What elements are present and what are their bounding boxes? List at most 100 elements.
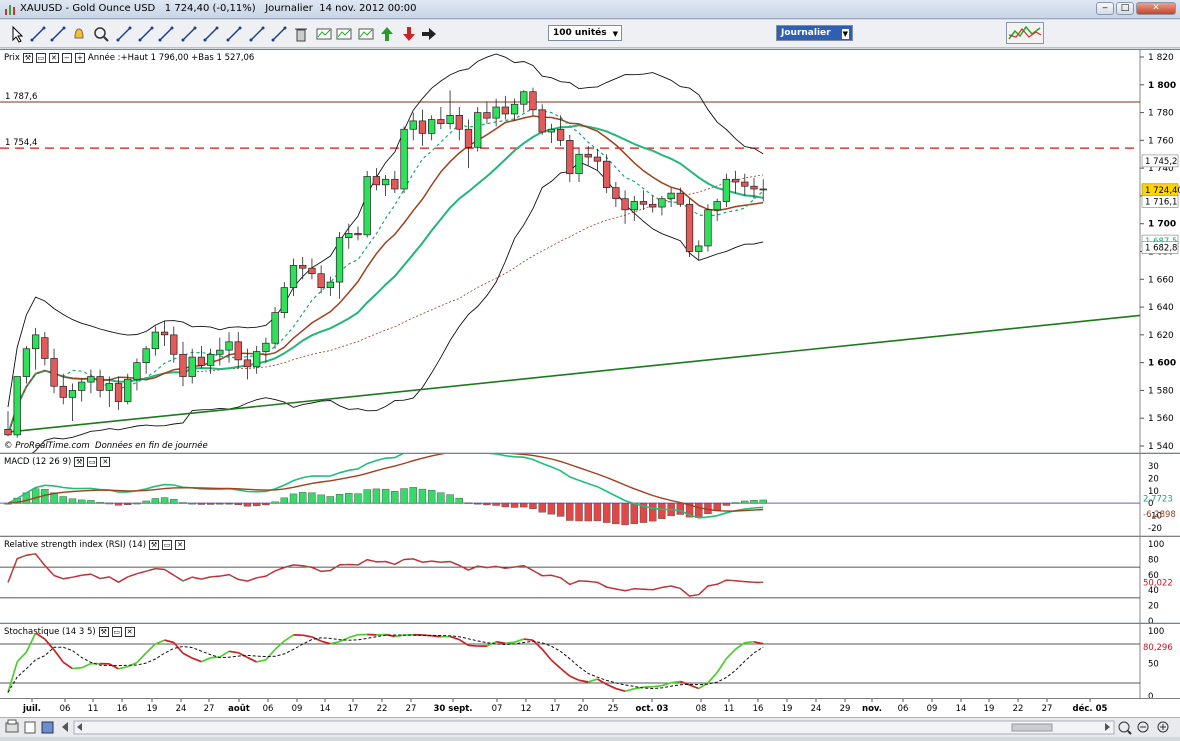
title-bar: XAUUSD - Gold Ounce USD 1 724,40 (-0,11%… <box>0 0 1180 19</box>
candle-body <box>594 157 601 161</box>
candle-body <box>345 233 352 237</box>
candle-body <box>585 154 592 157</box>
candle-body <box>603 161 610 187</box>
close-button[interactable]: ✕ <box>1136 2 1176 15</box>
print-icon[interactable] <box>6 720 18 732</box>
candle <box>732 171 739 193</box>
up-arrow-icon[interactable] <box>378 25 396 43</box>
zoom-out-icon[interactable] <box>1138 722 1148 732</box>
down-arrow-icon[interactable] <box>400 25 418 43</box>
macd-histogram-bar <box>216 503 223 504</box>
macd-histogram-bar <box>428 490 435 503</box>
stoch-k-segment <box>183 653 192 658</box>
x-tick-label: 12 <box>521 704 532 714</box>
y-tick-label: 30 <box>1148 462 1159 472</box>
macd-histogram-bar <box>511 503 518 507</box>
x-tick-label: 22 <box>1013 704 1024 714</box>
stoch-k-segment <box>146 644 155 653</box>
units-select[interactable]: 100 unités▼ <box>548 25 622 41</box>
indicator-button[interactable] <box>1006 22 1044 44</box>
macd-histogram-bar <box>97 502 104 503</box>
candle-body <box>78 382 85 390</box>
y-tick-label: 80 <box>1148 555 1159 565</box>
candle <box>594 149 601 171</box>
candle-body <box>474 113 481 148</box>
candle <box>78 379 85 401</box>
minimize-button[interactable]: ‒ <box>1096 2 1114 15</box>
y-tick-label: 1 580 <box>1148 386 1174 396</box>
copy-icon[interactable] <box>25 722 35 733</box>
back-icon[interactable] <box>62 722 68 732</box>
candle <box>32 328 39 370</box>
candle-body <box>327 282 334 288</box>
x-tick-label: 17 <box>550 704 561 714</box>
ellipse-icon[interactable] <box>357 25 375 43</box>
scroll-track[interactable] <box>74 721 1114 734</box>
stoch-k-segment <box>671 681 680 682</box>
ray-icon[interactable] <box>137 25 155 43</box>
channel-icon[interactable] <box>157 25 175 43</box>
period-select-value: Journalier <box>781 28 831 38</box>
candle-body <box>217 350 224 354</box>
macd-histogram-bar <box>677 503 684 514</box>
x-tick-label: 24 <box>811 704 822 714</box>
x-tick-label: 11 <box>88 704 99 714</box>
candle <box>355 226 362 240</box>
x-tick-label: nov. <box>862 704 882 714</box>
right-arrow-icon[interactable] <box>420 25 438 43</box>
scroll-thumb[interactable] <box>1012 724 1052 731</box>
candle-body <box>576 154 583 173</box>
y-tick-label: 1 540 <box>1148 442 1174 452</box>
candle-body <box>272 313 279 344</box>
macd-histogram-bar <box>566 503 573 520</box>
y-tick-label: 1 620 <box>1148 331 1174 341</box>
tools-icon[interactable] <box>270 25 288 43</box>
bell-icon[interactable] <box>70 25 88 43</box>
macd-histogram-bar <box>391 491 398 503</box>
macd-histogram-bar <box>272 502 279 503</box>
candle-body <box>456 115 463 129</box>
pitchfork-icon[interactable] <box>202 25 220 43</box>
maximize-button[interactable]: □ <box>1116 2 1134 15</box>
macd-histogram-bar <box>106 503 113 504</box>
candle-body <box>557 129 564 140</box>
wave-icon[interactable] <box>315 25 333 43</box>
stoch-k-segment <box>284 635 293 641</box>
zoom-in-icon[interactable] <box>1158 722 1168 732</box>
fibonacci-icon[interactable] <box>180 25 198 43</box>
fan-icon[interactable] <box>225 25 243 43</box>
x-tick-label: 16 <box>117 704 128 714</box>
bollinger-upper-line <box>8 54 763 407</box>
period-select[interactable]: Journalier ▼ <box>776 25 853 41</box>
candle-body <box>14 377 21 435</box>
zoom-icon[interactable] <box>92 25 110 43</box>
stoch-k-segment <box>128 663 137 667</box>
save-icon[interactable] <box>42 722 53 733</box>
macd-histogram-bar <box>741 501 748 503</box>
line-icon[interactable] <box>115 25 133 43</box>
stoch-k-segment <box>109 664 118 669</box>
stoch-k-segment <box>542 649 551 660</box>
candle-body <box>207 354 214 365</box>
stoch-k-segment <box>690 685 699 688</box>
rect-icon[interactable] <box>335 25 353 43</box>
trash-icon[interactable] <box>292 25 310 43</box>
price-panel: Prix ⚒▭✕−+ Année :+Haut 1 796,00 +Bas 1 … <box>0 49 1180 452</box>
candle <box>373 168 380 190</box>
stoch-k-segment <box>349 635 358 638</box>
macd-histogram-bar <box>465 503 472 504</box>
text-icon[interactable] <box>49 25 67 43</box>
candle <box>180 342 187 386</box>
candle-body <box>511 104 518 114</box>
cursor-icon[interactable] <box>8 25 26 43</box>
candle <box>226 332 233 363</box>
zoom-fit-icon[interactable] <box>1119 722 1131 734</box>
ruler-icon[interactable] <box>29 25 47 43</box>
chevron-down-icon: ▼ <box>842 29 849 39</box>
trend-icon[interactable] <box>248 25 266 43</box>
